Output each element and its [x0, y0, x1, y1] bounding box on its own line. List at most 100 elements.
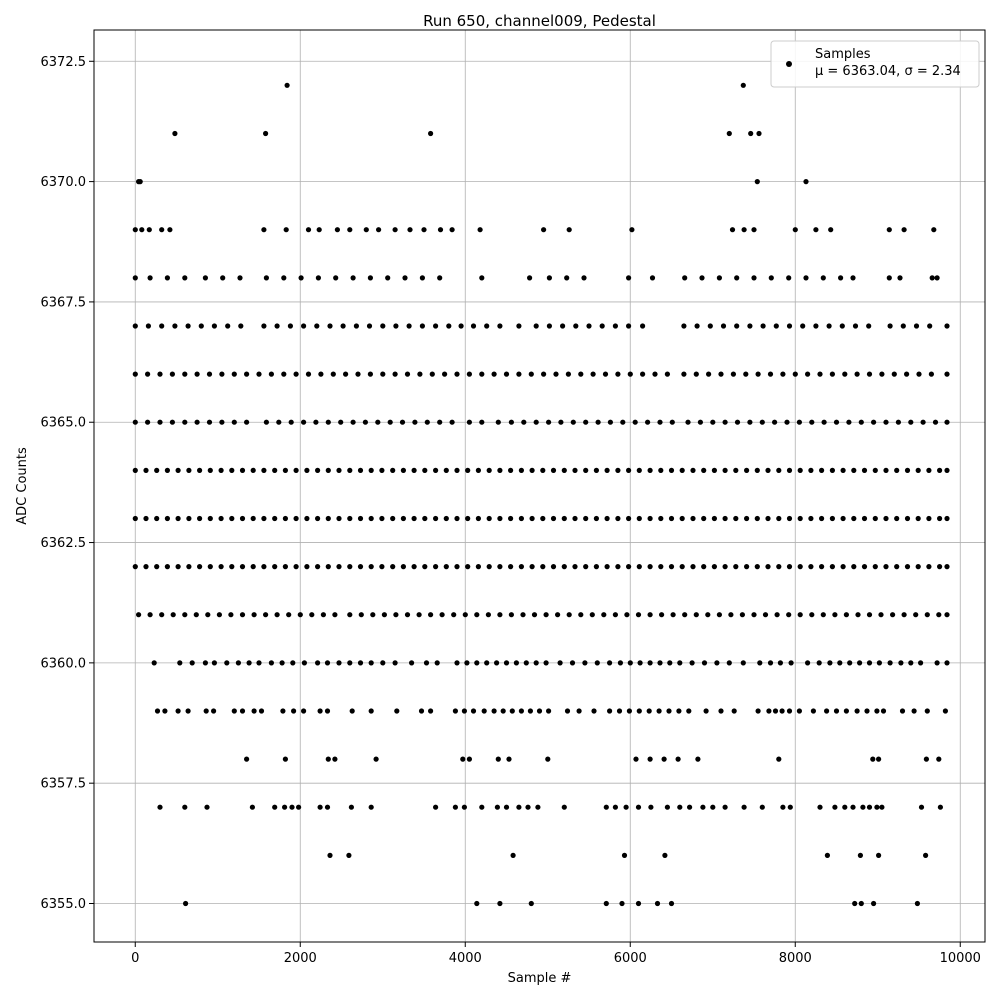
data-point	[509, 708, 515, 714]
data-point	[661, 756, 667, 762]
data-point	[629, 227, 635, 233]
data-point	[336, 564, 342, 570]
data-point	[422, 515, 428, 522]
data-point	[786, 708, 793, 714]
data-point	[261, 323, 267, 329]
data-point	[842, 804, 848, 810]
data-point	[325, 756, 331, 762]
data-point	[279, 660, 285, 666]
data-point	[494, 660, 500, 666]
data-point	[635, 612, 642, 618]
data-point	[392, 371, 398, 377]
data-point	[330, 371, 336, 377]
data-point	[923, 852, 929, 859]
data-point	[529, 564, 535, 570]
data-point	[454, 467, 460, 473]
data-point	[915, 515, 921, 522]
data-point	[263, 419, 269, 425]
data-point	[676, 708, 682, 714]
data-point	[829, 564, 836, 570]
data-point	[932, 419, 939, 425]
data-point	[777, 660, 784, 666]
data-point	[576, 708, 582, 714]
data-point	[464, 660, 470, 666]
data-point	[872, 467, 878, 473]
data-point	[506, 756, 512, 762]
data-point	[394, 708, 400, 714]
data-point	[462, 612, 468, 618]
data-point	[235, 660, 241, 666]
data-point	[861, 564, 868, 570]
data-point	[550, 515, 557, 522]
data-point	[301, 323, 307, 329]
data-point	[817, 804, 823, 810]
data-point	[817, 371, 823, 377]
data-point	[866, 612, 873, 618]
data-point	[668, 900, 675, 907]
data-point	[380, 660, 386, 666]
data-point	[216, 612, 222, 618]
data-point	[258, 708, 265, 714]
data-point	[908, 419, 914, 425]
data-point	[786, 612, 792, 618]
data-point	[390, 467, 396, 473]
data-point	[543, 612, 549, 618]
data-point	[336, 467, 342, 473]
data-point	[193, 612, 199, 618]
data-point	[648, 804, 654, 810]
data-point	[722, 804, 728, 810]
data-point	[495, 419, 501, 425]
data-point	[883, 419, 889, 425]
data-point	[924, 708, 930, 714]
data-point	[679, 564, 685, 570]
data-point	[858, 419, 864, 425]
data-point	[481, 708, 487, 714]
data-point	[145, 371, 151, 377]
data-point	[797, 467, 803, 473]
data-point	[207, 467, 213, 473]
data-point	[143, 515, 149, 522]
data-point	[520, 612, 526, 618]
data-point	[908, 660, 914, 666]
data-point	[874, 804, 880, 810]
data-point	[439, 612, 445, 618]
data-point	[607, 660, 613, 666]
data-point	[231, 371, 237, 377]
data-point	[843, 612, 850, 618]
data-point	[362, 419, 368, 425]
data-point	[529, 515, 535, 522]
data-point	[437, 419, 443, 425]
data-point	[718, 371, 724, 377]
data-point	[668, 467, 675, 473]
data-point	[198, 323, 204, 329]
data-point	[662, 852, 668, 859]
data-point	[701, 660, 708, 666]
data-point	[780, 371, 786, 377]
data-point	[589, 612, 595, 618]
data-point	[182, 804, 188, 810]
data-point	[202, 275, 208, 281]
data-point	[690, 467, 696, 473]
data-point	[820, 612, 826, 618]
y-tick-label: 6372.5	[41, 55, 87, 70]
data-point	[305, 227, 312, 233]
data-point	[466, 371, 472, 377]
data-point	[465, 467, 471, 473]
data-point	[238, 323, 244, 329]
data-point	[923, 756, 930, 762]
data-point	[931, 227, 937, 233]
data-point	[572, 467, 578, 473]
data-point	[454, 515, 460, 522]
data-point	[343, 371, 349, 377]
data-point	[261, 467, 267, 473]
data-point	[550, 564, 557, 570]
data-point	[800, 323, 806, 329]
data-point	[894, 564, 900, 570]
data-point	[899, 708, 906, 714]
data-point	[617, 660, 624, 666]
data-point	[557, 660, 563, 666]
data-point	[604, 467, 610, 473]
data-point	[668, 564, 675, 570]
data-point	[495, 756, 501, 762]
data-point	[293, 467, 299, 473]
